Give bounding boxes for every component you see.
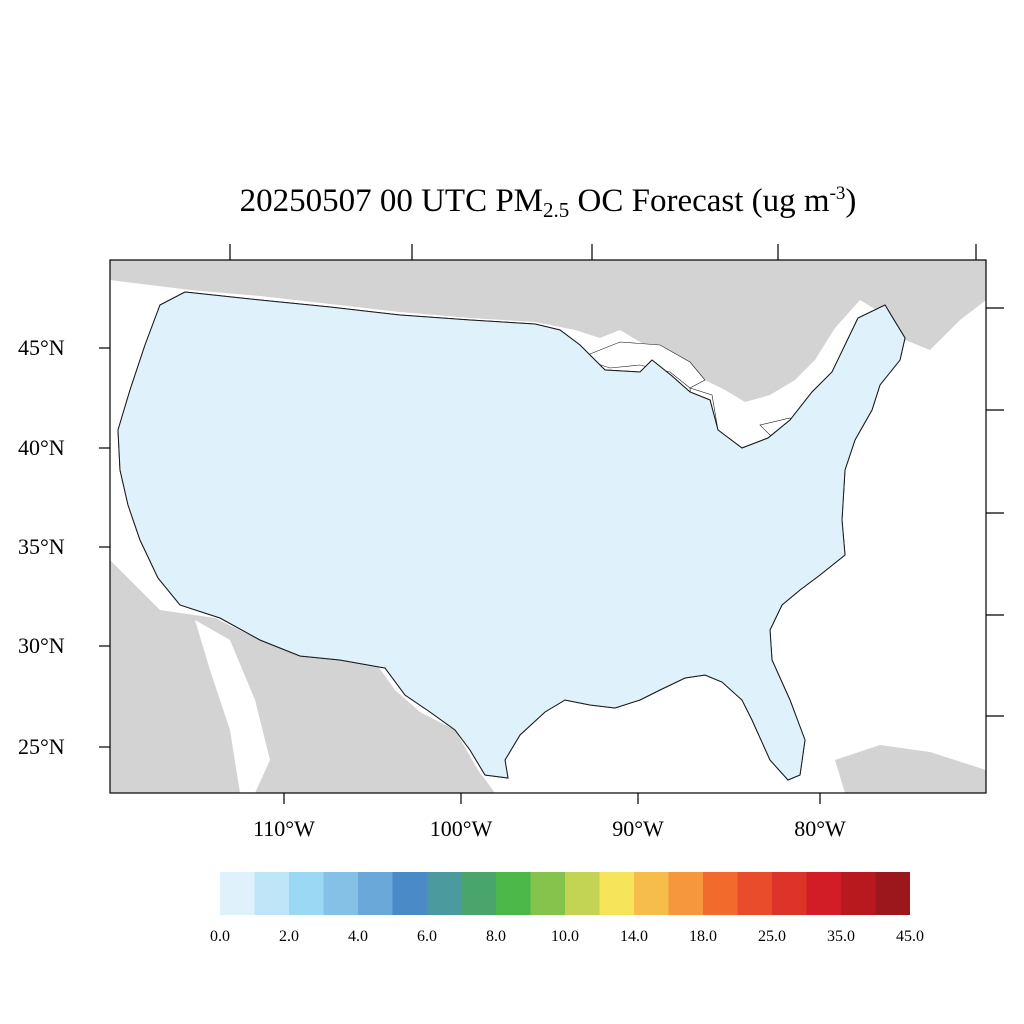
colorbar-label: 35.0	[827, 928, 855, 945]
lat-label-30: 30°N	[18, 633, 65, 658]
colorbar-swatch	[220, 872, 255, 915]
colorbar-swatch	[461, 872, 496, 915]
colorbar-label: 25.0	[758, 928, 786, 945]
colorbar-label: 8.0	[486, 928, 506, 945]
colorbar-swatch	[841, 872, 876, 915]
lat-label-45: 45°N	[18, 335, 65, 360]
lon-label-90w: 90°W	[612, 816, 664, 841]
lat-label-40: 40°N	[18, 435, 65, 460]
baja-gap	[195, 620, 270, 793]
colorbar-label: 45.0	[896, 928, 924, 945]
lon-label-110w: 110°W	[253, 816, 315, 841]
colorbar-swatch	[323, 872, 358, 915]
colorbar-swatch	[530, 872, 565, 915]
colorbar-label: 2.0	[279, 928, 299, 945]
colorbar-swatch	[496, 872, 531, 915]
colorbar-swatch	[427, 872, 462, 915]
canada-landmass	[110, 260, 986, 402]
colorbar-label: 18.0	[689, 928, 717, 945]
colorbar	[220, 872, 910, 915]
colorbar-swatch	[737, 872, 772, 915]
colorbar-swatch	[634, 872, 669, 915]
colorbar-label: 14.0	[620, 928, 648, 945]
colorbar-swatch	[703, 872, 738, 915]
colorbar-swatch	[358, 872, 393, 915]
lat-label-35: 35°N	[18, 534, 65, 559]
colorbar-swatch	[668, 872, 703, 915]
lon-label-100w: 100°W	[429, 816, 493, 841]
lat-label-25: 25°N	[18, 734, 65, 759]
colorbar-label: 6.0	[417, 928, 437, 945]
colorbar-swatch	[875, 872, 910, 915]
map-frame	[109, 259, 987, 794]
colorbar-label: 4.0	[348, 928, 368, 945]
colorbar-swatch	[599, 872, 634, 915]
colorbar-swatch	[289, 872, 324, 915]
axis-ticks	[99, 244, 1004, 804]
lon-label-80w: 80°W	[794, 816, 846, 841]
colorbar-swatch	[806, 872, 841, 915]
cuba-landmass	[835, 745, 986, 793]
colorbar-label: 10.0	[551, 928, 579, 945]
colorbar-swatch	[772, 872, 807, 915]
colorbar-label: 0.0	[210, 928, 230, 945]
colorbar-swatch	[392, 872, 427, 915]
colorbar-swatch	[254, 872, 289, 915]
mexico-landmass	[110, 560, 495, 793]
colorbar-swatch	[565, 872, 600, 915]
map-title: 20250507 00 UTC PM2.5 OC Forecast (ug m-…	[239, 183, 857, 222]
